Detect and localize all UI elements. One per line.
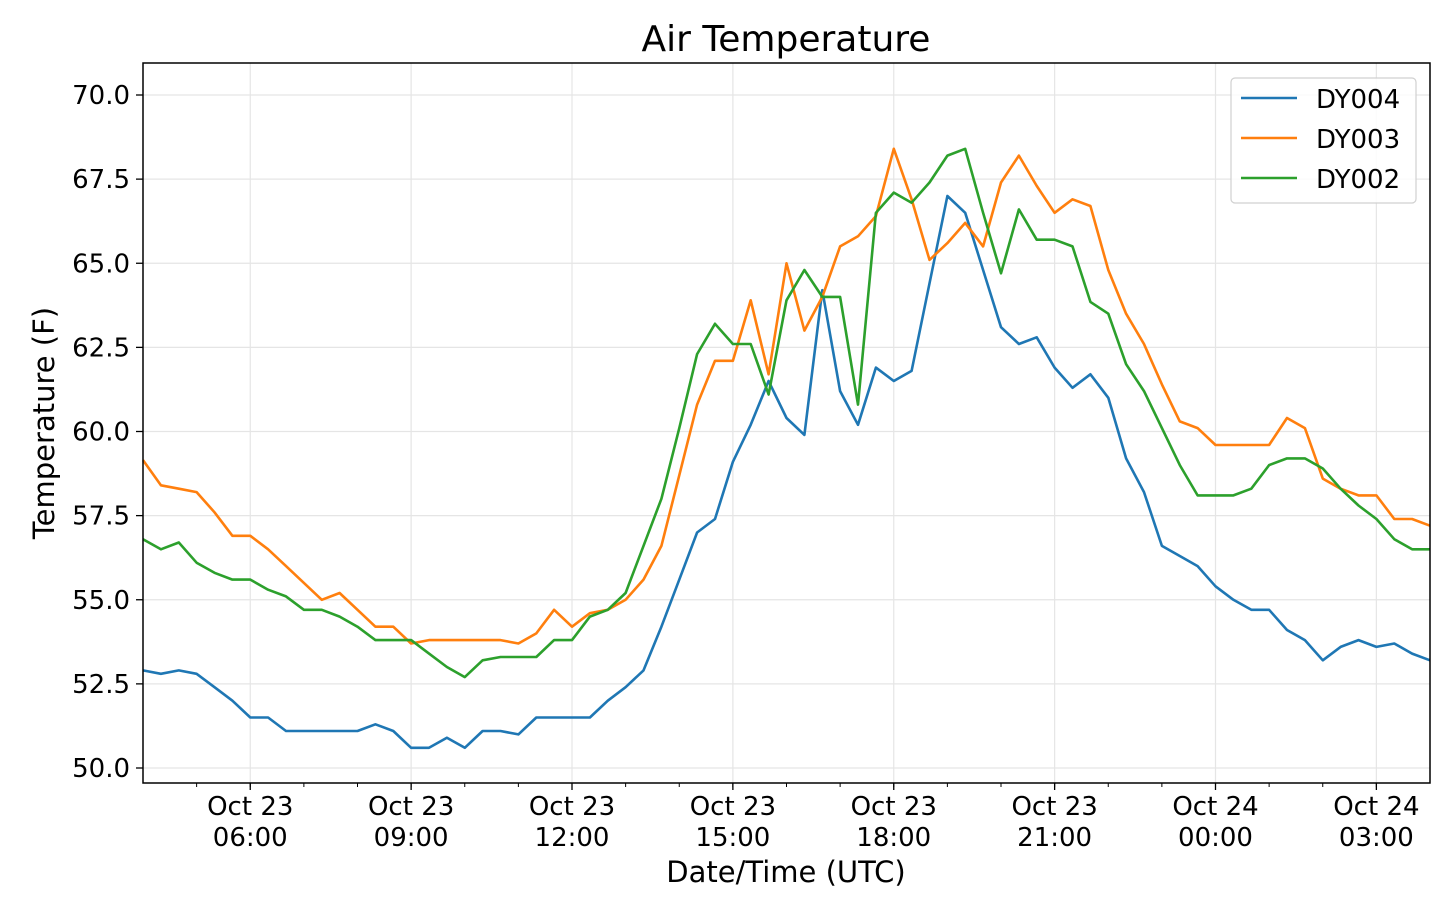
chart-title: Air Temperature xyxy=(642,19,931,60)
x-tick-date-label: Oct 23 xyxy=(851,792,937,822)
x-tick-date-label: Oct 23 xyxy=(690,792,776,822)
y-tick-label: 57.5 xyxy=(72,502,130,532)
legend-label-dy003: DY003 xyxy=(1316,125,1400,155)
x-tick-date-label: Oct 24 xyxy=(1333,792,1419,822)
y-tick-label: 52.5 xyxy=(72,670,130,700)
x-tick-date-label: Oct 23 xyxy=(207,792,293,822)
x-tick-date-label: Oct 23 xyxy=(529,792,615,822)
y-axis: 50.0 52.5 55.0 57.5 60.0 62.5 65.0 67.5 70.0 xyxy=(72,81,143,784)
y-tick-label: 67.5 xyxy=(72,165,130,195)
x-tick-date-label: Oct 24 xyxy=(1172,792,1258,822)
x-tick-time-label: 06:00 xyxy=(213,823,288,853)
y-tick-label: 62.5 xyxy=(72,333,130,363)
series-line-dy003 xyxy=(141,147,1431,645)
x-tick-time-label: 03:00 xyxy=(1339,823,1414,853)
y-tick-label: 65.0 xyxy=(72,249,130,279)
series-line-dy002 xyxy=(142,147,1430,679)
gridlines xyxy=(143,63,1430,783)
y-tick-label: 60.0 xyxy=(72,418,130,448)
legend-box xyxy=(1230,77,1417,204)
y-tick-label: 55.0 xyxy=(72,586,130,616)
series-line-dy004 xyxy=(142,194,1431,750)
x-tick-time-label: 18:00 xyxy=(856,823,931,853)
y-tick-label: 50.0 xyxy=(72,754,130,784)
x-tick-time-label: 00:00 xyxy=(1178,823,1253,853)
series-lines xyxy=(141,147,1431,750)
x-tick-time-label: 12:00 xyxy=(535,823,610,853)
x-tick-time-label: 21:00 xyxy=(1017,823,1092,853)
x-tick-time-label: 15:00 xyxy=(695,823,770,853)
x-axis-label: Date/Time (UTC) xyxy=(666,855,905,889)
legend-label-dy004: DY004 xyxy=(1316,85,1400,115)
legend-label-dy002: DY002 xyxy=(1316,165,1400,195)
y-tick-label: 70.0 xyxy=(72,81,130,111)
x-tick-time-label: 09:00 xyxy=(374,823,449,853)
legend: DY004 DY003 DY002 xyxy=(1230,77,1417,204)
x-tick-date-label: Oct 23 xyxy=(1011,792,1097,822)
x-tick-date-label: Oct 23 xyxy=(368,792,454,822)
y-axis-label: Temperature (F) xyxy=(27,307,61,540)
